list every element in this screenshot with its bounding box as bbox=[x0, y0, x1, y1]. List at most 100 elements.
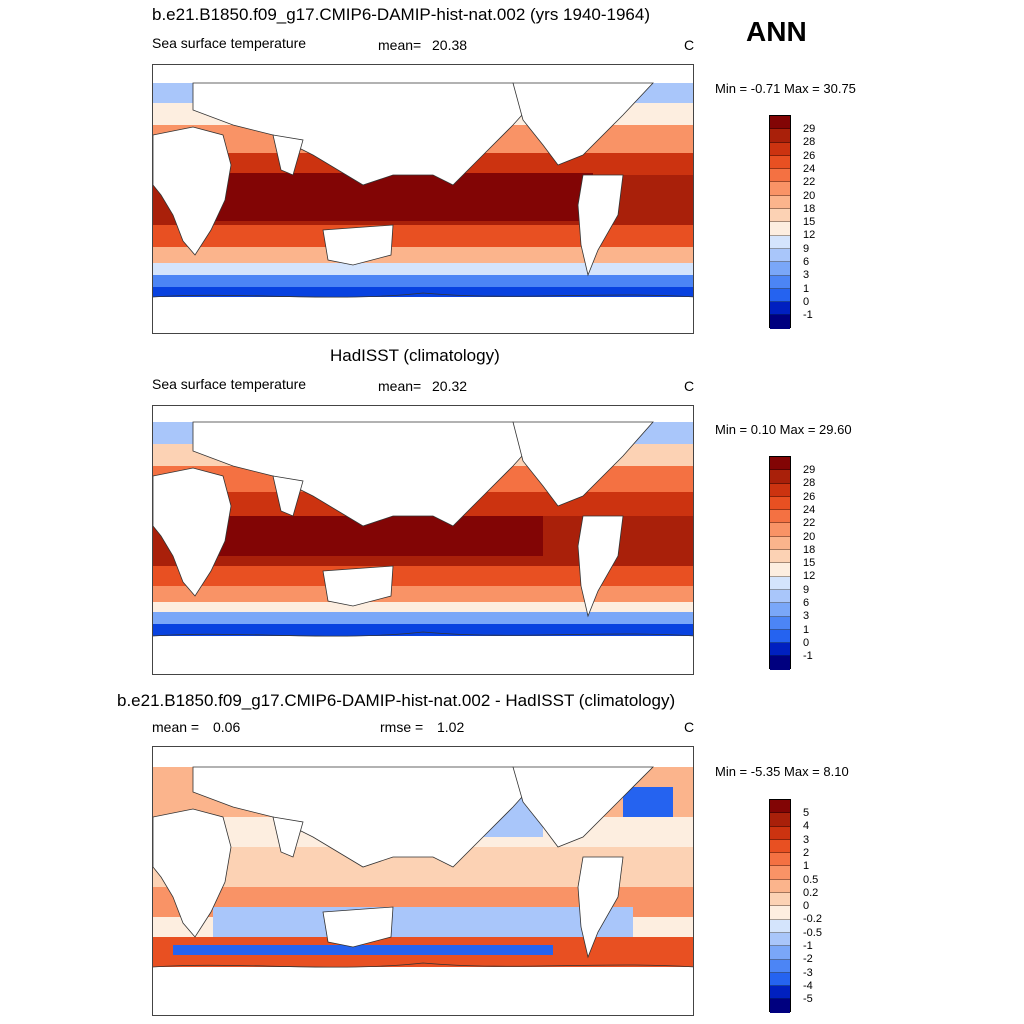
panel-3-title: b.e21.B1850.f09_g17.CMIP6-DAMIP-hist-nat… bbox=[117, 691, 676, 710]
colorbar-3-swatch bbox=[770, 826, 790, 840]
colorbar-tick-label: -0.2 bbox=[803, 913, 822, 926]
land-africa bbox=[153, 808, 232, 938]
colorbar-tick-label: -5 bbox=[803, 993, 813, 1006]
colorbar-2-swatch bbox=[770, 576, 790, 590]
colorbar-tick-label: 20 bbox=[803, 530, 816, 543]
land-south-america bbox=[577, 174, 624, 277]
colorbar-tick-label: 22 bbox=[803, 517, 816, 530]
colorbar-2-swatch bbox=[770, 496, 790, 511]
land-north-america bbox=[512, 421, 654, 507]
panel-1-variable-label: Sea surface temperature bbox=[152, 35, 307, 51]
colorbar-tick-label: -0.5 bbox=[803, 926, 822, 939]
colorbar-1-swatch bbox=[770, 129, 790, 143]
land-australia bbox=[322, 565, 394, 607]
panel-3-rmse-label: rmse = bbox=[380, 719, 424, 735]
panel-1-title: b.e21.B1850.f09_g17.CMIP6-DAMIP-hist-nat… bbox=[152, 5, 650, 24]
panel-1-sst-field bbox=[153, 65, 693, 333]
colorbar-tick-label: -1 bbox=[803, 309, 813, 322]
colorbar-tick-label: 1 bbox=[803, 860, 810, 873]
continents bbox=[153, 82, 654, 277]
colorbar-3-swatch bbox=[770, 800, 790, 814]
colorbar-2-swatch bbox=[770, 643, 790, 657]
colorbar-2-swatch bbox=[770, 510, 790, 524]
colorbar-tick-label: 22 bbox=[803, 176, 816, 189]
sst-warm-pool bbox=[193, 173, 593, 221]
sst-band-south-warm bbox=[153, 225, 693, 247]
diff-southern-cool bbox=[173, 945, 553, 955]
colorbar-tick-label: 5 bbox=[803, 807, 810, 819]
land-north-america bbox=[512, 766, 654, 848]
sst-band-south-cool bbox=[153, 263, 693, 275]
colorbar-1-swatch bbox=[770, 195, 790, 210]
land-south-america bbox=[577, 515, 624, 618]
colorbar-tick-label: 3 bbox=[803, 610, 810, 623]
colorbar-tick-label: 9 bbox=[803, 242, 810, 255]
sst-arctic bbox=[153, 406, 693, 422]
colorbar-3-swatch bbox=[770, 999, 790, 1013]
colorbar-1-swatch bbox=[770, 262, 790, 276]
land-africa bbox=[153, 126, 232, 256]
colorbar-tick-label: 0.2 bbox=[803, 886, 819, 899]
land-india bbox=[272, 134, 304, 176]
sst-warm-pool bbox=[213, 516, 543, 556]
colorbar-3-swatch bbox=[770, 839, 790, 854]
colorbar-3-swatch bbox=[770, 972, 790, 987]
colorbar-tick-label: 26 bbox=[803, 149, 816, 162]
antarctica-coast bbox=[153, 631, 693, 637]
panel-1-colorbar bbox=[769, 115, 791, 329]
panel-2-colorbar-ticks: 29 28 26 24 22 20 18 15 12 9 6 3 1 0 -1 bbox=[803, 465, 863, 677]
colorbar-tick-label: 15 bbox=[803, 216, 816, 229]
colorbar-tick-label: 28 bbox=[803, 477, 816, 490]
sst-arctic bbox=[153, 65, 693, 83]
panel-2-variable-label: Sea surface temperature bbox=[152, 376, 307, 392]
colorbar-tick-label: -4 bbox=[803, 979, 813, 992]
panel-2-minmax: Min = 0.10 Max = 29.60 bbox=[715, 422, 852, 437]
colorbar-tick-label: -1 bbox=[803, 940, 813, 952]
colorbar-3-swatch bbox=[770, 919, 790, 933]
sst-band-south-cold bbox=[153, 612, 693, 624]
colorbar-tick-label: 18 bbox=[803, 202, 816, 215]
panel-1-mean-value: 20.38 bbox=[432, 37, 468, 53]
colorbar-1-swatch bbox=[770, 235, 790, 249]
colorbar-tick-label: 3 bbox=[803, 833, 810, 846]
land-india bbox=[272, 475, 304, 517]
panel-2-title: HadISST (climatology) bbox=[330, 346, 500, 365]
sst-band-south-cold bbox=[153, 275, 693, 287]
land-india bbox=[272, 816, 304, 858]
colorbar-1-swatch bbox=[770, 275, 790, 289]
panel-3-minmax: Min = -5.35 Max = 8.10 bbox=[715, 764, 849, 779]
colorbar-3-swatch bbox=[770, 986, 790, 1000]
panel-3-mean-label: mean = bbox=[152, 719, 200, 735]
land-australia bbox=[322, 906, 394, 948]
colorbar-tick-label: 24 bbox=[803, 162, 816, 175]
panel-3-rmse-value: 1.02 bbox=[437, 719, 465, 735]
colorbar-2-swatch bbox=[770, 550, 790, 564]
antarctica-land bbox=[153, 967, 693, 1015]
colorbar-tick-label: 0.5 bbox=[803, 873, 819, 886]
colorbar-1-swatch bbox=[770, 248, 790, 263]
colorbar-3-swatch bbox=[770, 866, 790, 880]
colorbar-2-swatch bbox=[770, 603, 790, 617]
colorbar-1-swatch bbox=[770, 209, 790, 223]
colorbar-tick-label: 28 bbox=[803, 136, 816, 149]
colorbar-tick-label: 18 bbox=[803, 543, 816, 556]
panel-3-mean-value: 0.06 bbox=[213, 719, 241, 735]
panel-2-colorbar bbox=[769, 456, 791, 670]
colorbar-tick-label: 1 bbox=[803, 623, 810, 636]
colorbar-1-swatch bbox=[770, 142, 790, 156]
colorbar-tick-label: 26 bbox=[803, 490, 816, 503]
colorbar-2-swatch bbox=[770, 563, 790, 577]
antarctica-land bbox=[153, 636, 693, 674]
colorbar-tick-label: 12 bbox=[803, 570, 816, 583]
colorbar-2-swatch bbox=[770, 656, 790, 670]
colorbar-tick-label: 4 bbox=[803, 820, 810, 833]
sst-band-south-polar bbox=[153, 624, 693, 636]
land-australia bbox=[322, 224, 394, 266]
diff-gulf-stream-cool bbox=[623, 787, 673, 817]
colorbar-tick-label: 29 bbox=[803, 464, 816, 476]
colorbar-3-swatch bbox=[770, 893, 790, 907]
panel-3-units: C bbox=[684, 719, 695, 735]
land-north-america bbox=[512, 82, 654, 166]
panel-2-map bbox=[152, 405, 694, 675]
colorbar-tick-label: -3 bbox=[803, 966, 813, 979]
